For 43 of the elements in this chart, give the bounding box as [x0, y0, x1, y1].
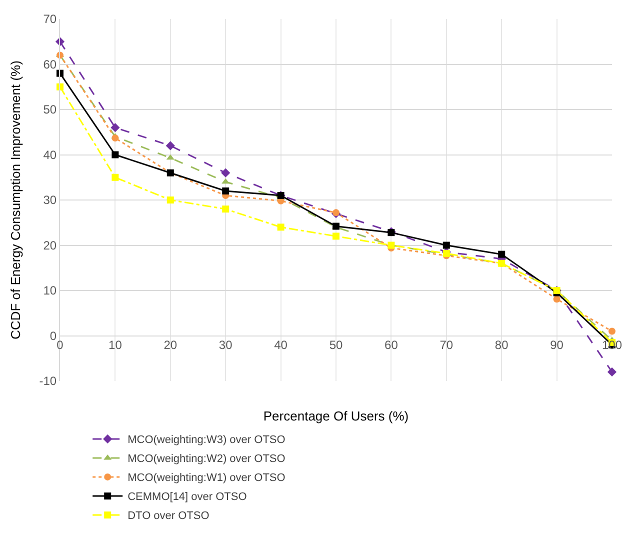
- x-axis-title: Percentage Of Users (%): [263, 408, 409, 424]
- point: [166, 141, 175, 150]
- point: [608, 328, 616, 335]
- y-axis-title: CCDF of Energy Consumption Improvement (%): [8, 60, 24, 340]
- y-tick-label: 70: [43, 12, 57, 26]
- x-tick-label: 50: [329, 338, 343, 352]
- legend-label: MCO(weighting:W3) over OTSO: [128, 434, 286, 446]
- point: [166, 154, 174, 160]
- y-tick-label: 0: [50, 328, 57, 343]
- y-tick-label: 20: [43, 238, 57, 252]
- point: [332, 232, 340, 240]
- point: [222, 187, 230, 194]
- point: [277, 224, 284, 231]
- x-tick-label: 70: [440, 338, 454, 352]
- legend-label: CEMMO[14] over OTSO: [128, 491, 248, 504]
- point: [607, 367, 617, 376]
- x-tick-label: 10: [108, 338, 122, 352]
- y-tick-label: 50: [43, 102, 57, 117]
- point: [166, 196, 174, 204]
- point: [222, 178, 230, 184]
- point: [221, 168, 230, 178]
- legend-label: MCO(weighting:W1) over OTSO: [128, 472, 286, 484]
- y-tick-label: 40: [43, 148, 57, 162]
- x-tick-label: 90: [550, 338, 564, 352]
- point: [442, 242, 450, 249]
- x-tick-label: 80: [494, 338, 509, 352]
- point: [498, 250, 506, 258]
- legend-label: MCO(weighting:W2) over OTSO: [128, 453, 286, 466]
- point: [112, 134, 119, 142]
- x-tick-label: 20: [164, 338, 178, 352]
- point: [112, 151, 119, 158]
- point: [110, 123, 120, 132]
- x-tick-label: 30: [218, 338, 233, 352]
- point: [222, 206, 230, 213]
- x-tick-label: 60: [384, 338, 398, 352]
- y-tick-label: -10: [39, 374, 57, 388]
- y-tick-label: 30: [43, 193, 57, 208]
- y-tick-label: 10: [43, 284, 57, 298]
- point: [112, 174, 119, 181]
- point: [553, 296, 560, 303]
- y-tick-label: 60: [43, 57, 57, 72]
- x-tick-label: 40: [274, 338, 288, 352]
- legend-label: DTO over OTSO: [128, 510, 210, 522]
